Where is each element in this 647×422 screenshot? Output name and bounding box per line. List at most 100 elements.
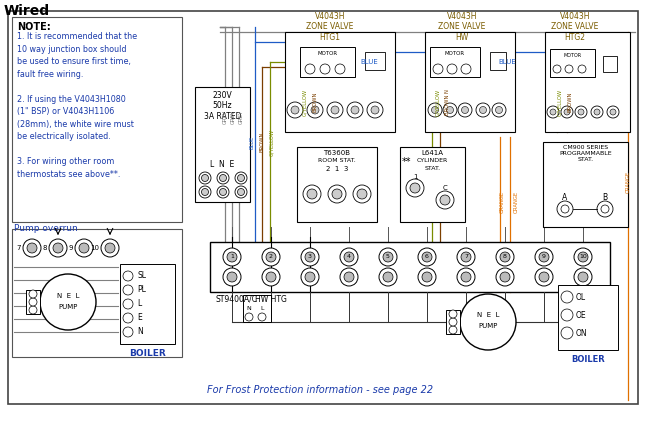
Text: 3: 3 <box>308 254 312 260</box>
Circle shape <box>29 290 37 298</box>
Circle shape <box>340 268 358 286</box>
Circle shape <box>311 106 319 114</box>
Circle shape <box>461 272 471 282</box>
Circle shape <box>262 268 280 286</box>
Circle shape <box>320 64 330 74</box>
Circle shape <box>574 248 592 266</box>
Circle shape <box>535 248 553 266</box>
Text: G/YELLOW: G/YELLOW <box>303 89 307 116</box>
Circle shape <box>123 313 133 323</box>
Text: ST9400A/C: ST9400A/C <box>215 295 257 304</box>
Circle shape <box>123 299 133 309</box>
Circle shape <box>379 268 397 286</box>
Circle shape <box>219 189 226 195</box>
Circle shape <box>458 103 472 117</box>
Circle shape <box>557 201 573 217</box>
Bar <box>545 32 630 132</box>
Bar <box>543 142 628 227</box>
Circle shape <box>594 109 600 115</box>
Circle shape <box>201 175 208 181</box>
Circle shape <box>235 186 247 198</box>
Text: 8: 8 <box>43 245 47 251</box>
Text: 7: 7 <box>17 245 21 251</box>
Circle shape <box>291 106 299 114</box>
Circle shape <box>574 268 592 286</box>
Circle shape <box>332 189 342 199</box>
Text: 1. It is recommended that the
10 way junction box should
be used to ensure first: 1. It is recommended that the 10 way jun… <box>17 32 137 179</box>
Circle shape <box>461 106 468 114</box>
Circle shape <box>440 195 450 205</box>
Circle shape <box>29 298 37 306</box>
Circle shape <box>123 285 133 295</box>
Circle shape <box>201 189 208 195</box>
Text: ON: ON <box>576 328 587 338</box>
Bar <box>490 52 506 70</box>
Text: 9: 9 <box>542 254 546 260</box>
Text: L: L <box>260 306 264 311</box>
Circle shape <box>340 248 358 266</box>
Circle shape <box>443 103 457 117</box>
Bar <box>120 264 175 344</box>
Circle shape <box>565 65 573 73</box>
Text: BLUE: BLUE <box>498 59 516 65</box>
Circle shape <box>344 252 354 262</box>
Circle shape <box>578 109 584 115</box>
Circle shape <box>564 109 570 115</box>
Text: BROWN N: BROWN N <box>446 89 450 115</box>
Circle shape <box>601 205 609 213</box>
Text: G/YELLOW: G/YELLOW <box>270 128 274 156</box>
Bar <box>446 310 460 334</box>
Text: STAT.: STAT. <box>424 166 441 171</box>
Circle shape <box>476 103 490 117</box>
Circle shape <box>23 239 41 257</box>
Text: L  N  E: L N E <box>210 160 235 168</box>
Circle shape <box>217 186 229 198</box>
Circle shape <box>492 103 506 117</box>
Text: CM900 SERIES
PROGRAMMABLE
STAT.: CM900 SERIES PROGRAMMABLE STAT. <box>559 145 612 162</box>
Circle shape <box>539 272 549 282</box>
Circle shape <box>500 252 510 262</box>
Circle shape <box>479 106 487 114</box>
Circle shape <box>335 64 345 74</box>
Bar <box>210 242 610 292</box>
Text: ORANGE: ORANGE <box>499 191 505 213</box>
Circle shape <box>418 268 436 286</box>
Text: HW HTG: HW HTG <box>255 295 287 304</box>
Bar <box>12 17 182 222</box>
Text: 2  1  3: 2 1 3 <box>326 166 348 172</box>
Text: N: N <box>247 306 252 311</box>
Bar <box>195 87 250 202</box>
Circle shape <box>422 272 432 282</box>
Circle shape <box>123 271 133 281</box>
Circle shape <box>305 252 315 262</box>
Circle shape <box>53 243 63 253</box>
Text: GREY: GREY <box>223 110 228 124</box>
Circle shape <box>237 175 245 181</box>
Circle shape <box>245 313 253 321</box>
Text: Wired: Wired <box>4 4 50 18</box>
Circle shape <box>305 64 315 74</box>
Text: PUMP: PUMP <box>58 304 78 310</box>
Circle shape <box>29 306 37 314</box>
Circle shape <box>457 248 475 266</box>
Text: BLUE: BLUE <box>360 59 378 65</box>
Text: E: E <box>137 314 142 322</box>
Circle shape <box>457 268 475 286</box>
Circle shape <box>449 318 457 326</box>
Circle shape <box>287 102 303 118</box>
Text: 8: 8 <box>503 254 507 260</box>
Circle shape <box>199 186 211 198</box>
Text: MOTOR: MOTOR <box>318 51 338 56</box>
Text: A: A <box>562 192 567 201</box>
Bar <box>425 32 515 132</box>
Circle shape <box>227 252 237 262</box>
Circle shape <box>357 189 367 199</box>
Circle shape <box>223 248 241 266</box>
Text: BROWN: BROWN <box>259 132 265 152</box>
Text: For Frost Protection information - see page 22: For Frost Protection information - see p… <box>207 385 433 395</box>
Circle shape <box>40 274 96 330</box>
Circle shape <box>607 106 619 118</box>
Circle shape <box>535 268 553 286</box>
Circle shape <box>105 243 115 253</box>
Bar <box>558 285 618 350</box>
